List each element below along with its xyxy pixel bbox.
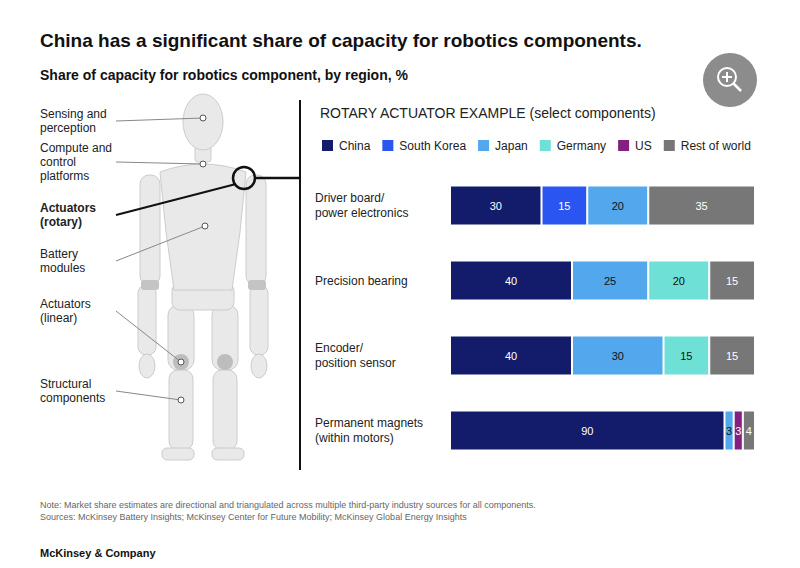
svg-text:Sensing andperception: Sensing andperception	[40, 107, 107, 135]
svg-text:40: 40	[505, 350, 517, 362]
svg-text:20: 20	[612, 200, 624, 212]
svg-text:McKinsey & Company: McKinsey & Company	[40, 547, 156, 559]
svg-text:3: 3	[726, 425, 732, 437]
svg-text:Batterymodules: Batterymodules	[40, 247, 85, 275]
svg-text:Sources: McKinsey Battery Insi: Sources: McKinsey Battery Insights; McKi…	[40, 512, 467, 522]
svg-text:25: 25	[604, 275, 616, 287]
svg-text:South Korea: South Korea	[399, 139, 466, 153]
svg-text:Japan: Japan	[495, 139, 528, 153]
svg-text:US: US	[635, 139, 652, 153]
svg-text:30: 30	[612, 350, 624, 362]
svg-text:Share of capacity for robotics: Share of capacity for robotics component…	[40, 67, 409, 83]
svg-text:Actuators(rotary): Actuators(rotary)	[40, 201, 96, 229]
svg-text:(within motors): (within motors)	[315, 431, 394, 445]
svg-text:China: China	[339, 139, 371, 153]
svg-text:15: 15	[680, 350, 692, 362]
svg-text:Precision bearing: Precision bearing	[315, 274, 408, 288]
svg-text:China has a significant share: China has a significant share of capacit…	[40, 30, 642, 51]
svg-text:Encoder/: Encoder/	[315, 341, 364, 355]
svg-text:Actuators(linear): Actuators(linear)	[40, 297, 91, 325]
svg-text:20: 20	[673, 275, 685, 287]
svg-text:3: 3	[735, 425, 741, 437]
svg-text:35: 35	[696, 200, 708, 212]
svg-text:90: 90	[581, 425, 593, 437]
svg-text:Note: Market share estimates a: Note: Market share estimates are directi…	[40, 500, 536, 510]
svg-text:15: 15	[726, 275, 738, 287]
svg-text:power electronics: power electronics	[315, 206, 408, 220]
svg-text:15: 15	[558, 200, 570, 212]
svg-text:Driver board/: Driver board/	[315, 191, 385, 205]
svg-text:Structuralcomponents: Structuralcomponents	[40, 377, 105, 405]
svg-text:4: 4	[746, 425, 752, 437]
svg-text:40: 40	[505, 275, 517, 287]
svg-text:Germany: Germany	[557, 139, 606, 153]
svg-text:Permanent magnets: Permanent magnets	[315, 416, 423, 430]
svg-text:ROTARY ACTUATOR EXAMPLE (selec: ROTARY ACTUATOR EXAMPLE (select componen…	[320, 105, 656, 121]
svg-text:Rest of world: Rest of world	[681, 139, 751, 153]
svg-text:15: 15	[726, 350, 738, 362]
svg-text:Compute andcontrolplatforms: Compute andcontrolplatforms	[40, 141, 112, 183]
svg-text:position sensor: position sensor	[315, 356, 396, 370]
svg-text:30: 30	[490, 200, 502, 212]
